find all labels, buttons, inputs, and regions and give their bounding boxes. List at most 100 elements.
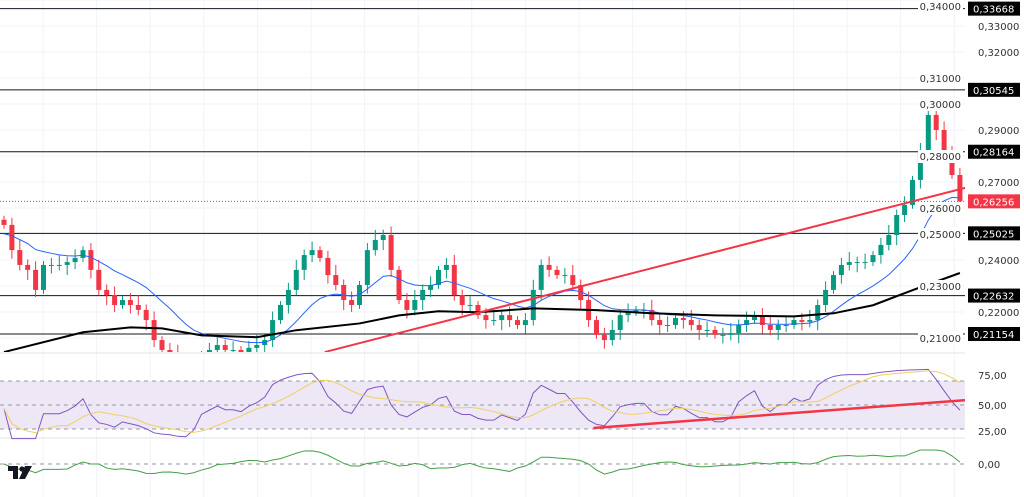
- price-tick-plate: [918, 150, 963, 163]
- candle-body: [941, 130, 947, 151]
- candle-body: [396, 269, 402, 301]
- price-trendline: [324, 186, 965, 352]
- price-tick-label: 0,30000: [920, 100, 961, 111]
- candle-body: [364, 250, 370, 285]
- tradingview-logo: [8, 466, 32, 479]
- momentum-pane: [0, 449, 965, 475]
- candle-body: [254, 345, 260, 348]
- candle-body: [222, 345, 228, 350]
- price-tick-label: 0,31000: [920, 74, 961, 85]
- candle-body: [546, 264, 552, 270]
- candle-body: [767, 325, 773, 330]
- rsi-pane: [0, 368, 968, 440]
- candle-body: [815, 304, 821, 321]
- overlays: [3, 186, 965, 352]
- candle-body: [870, 255, 876, 263]
- candle-body: [752, 315, 757, 321]
- candle-body: [538, 264, 544, 290]
- candle-body: [886, 235, 892, 245]
- rsi-tick-label: 50,00: [978, 401, 1007, 412]
- candle-body: [680, 317, 686, 321]
- level-price-label: 0,33668: [973, 5, 1014, 16]
- candle-body: [380, 235, 386, 240]
- candle-body: [420, 289, 426, 301]
- candle-body: [183, 370, 188, 375]
- candle-body: [807, 320, 813, 322]
- candle-body: [135, 304, 141, 310]
- candle-body: [515, 320, 520, 325]
- candle-body: [309, 250, 315, 256]
- price-tick-plate: [918, 72, 963, 85]
- price-tick-label: 0,21000: [920, 334, 961, 345]
- rsi-line: [3, 368, 961, 440]
- candle-body: [214, 345, 220, 350]
- candle-body: [499, 315, 505, 321]
- candle-body: [325, 257, 331, 276]
- momentum-line: [3, 449, 961, 475]
- level-price-box: [968, 226, 1020, 241]
- candle-body: [633, 309, 639, 312]
- current-price-label: 0,26256: [973, 197, 1014, 208]
- candle-body: [388, 235, 394, 270]
- candle-body: [33, 269, 39, 290]
- candle-body: [404, 300, 410, 310]
- candle-body: [649, 309, 655, 321]
- candle-body: [910, 179, 915, 205]
- candle-body: [491, 320, 497, 322]
- price-axis[interactable]: 0,34000 0,33000 0,32000 0,31000 0,30000 0,290…: [918, 0, 1024, 497]
- price-tick-label: 0,25000: [920, 230, 961, 241]
- level-price-label: 0,25025: [973, 229, 1014, 240]
- candle-body: [665, 325, 671, 326]
- candle-body: [902, 204, 908, 216]
- price-tick-label: 0,22000: [978, 308, 1019, 319]
- candle-body: [278, 304, 283, 321]
- candle-body: [562, 275, 568, 277]
- level-price-label: 0,28164: [973, 148, 1014, 159]
- candle-body: [270, 320, 276, 341]
- candle-body: [48, 264, 54, 266]
- candle-body: [570, 275, 576, 285]
- candle-body: [41, 264, 46, 290]
- candle-body: [88, 250, 94, 270]
- candle-body: [167, 349, 173, 352]
- candle-body: [759, 315, 765, 325]
- candle-body: [80, 250, 86, 258]
- level-price-box: [968, 1, 1020, 16]
- candle-body: [199, 355, 204, 370]
- candle-body: [127, 300, 133, 305]
- candle-body: [317, 250, 323, 258]
- candle-body: [467, 304, 473, 306]
- candle-body: [894, 215, 900, 236]
- candle-body: [341, 284, 347, 301]
- candle-body: [25, 264, 31, 270]
- candle-body: [285, 289, 291, 305]
- candle-body: [704, 329, 710, 331]
- candle-body: [625, 312, 631, 316]
- price-tick-label: 0,34000: [920, 2, 961, 13]
- candle-body: [475, 304, 481, 316]
- level-price-box: [968, 288, 1020, 303]
- candle-body: [933, 114, 939, 130]
- candle-body: [333, 275, 339, 285]
- candle-body: [673, 317, 678, 325]
- candle-body: [823, 289, 829, 305]
- candle-body: [9, 224, 15, 251]
- candle-body: [428, 284, 434, 290]
- candle-body: [206, 349, 212, 352]
- price-tick-label: 0,26000: [920, 204, 961, 215]
- candle-body: [1, 219, 7, 225]
- candle-body: [791, 320, 797, 325]
- price-tick-plate: [918, 98, 963, 111]
- current-price-box: [968, 194, 1020, 209]
- candle-body: [530, 289, 536, 321]
- rsi-tick-label: 75,00: [978, 371, 1007, 382]
- level-price-label: 0,21154: [973, 330, 1014, 341]
- candle-body: [443, 264, 449, 270]
- candle-body: [720, 334, 726, 336]
- price-tick-plate: [918, 228, 963, 241]
- candle-body: [301, 255, 307, 270]
- price-tick-label: 0,27000: [978, 178, 1019, 189]
- candle-body: [349, 300, 355, 305]
- candle-body: [96, 269, 102, 290]
